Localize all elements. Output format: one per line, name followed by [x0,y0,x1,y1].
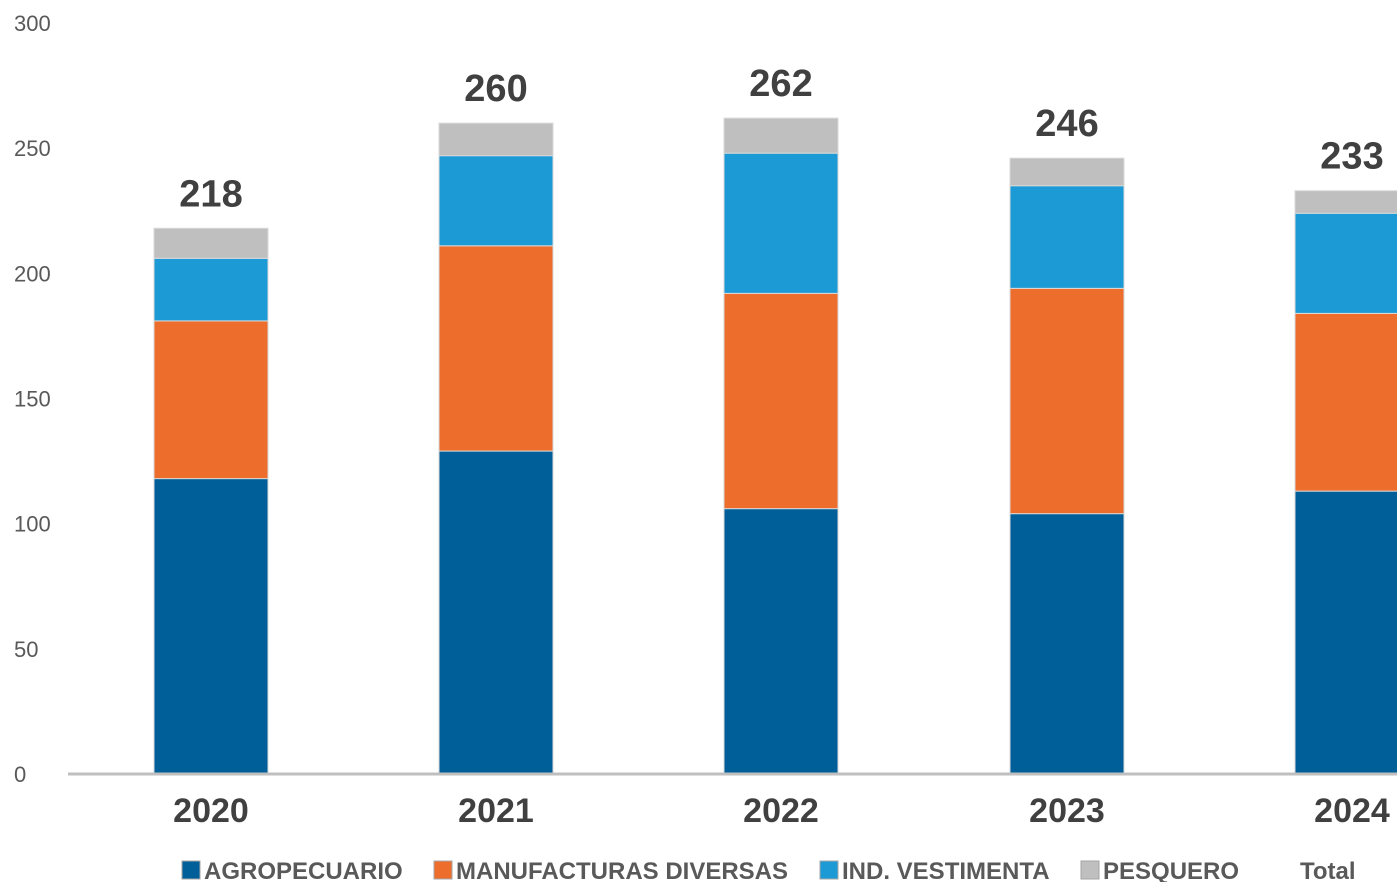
bar-2020-pesquero [153,227,269,259]
x-tick-label-2020: 2020 [173,792,249,830]
bar-2024-manufacturas-diversas [1294,312,1397,492]
bar-2022-pesquero [723,117,839,154]
bar-2021-pesquero [438,122,554,157]
x-tick-label-2023: 2023 [1029,792,1105,830]
y-tick-label-100: 100 [14,512,51,537]
bar-2023-agropecuario [1009,513,1125,775]
bar-2024-pesquero [1294,190,1397,214]
y-tick-label-150: 150 [14,387,51,412]
bar-2022-agropecuario [723,508,839,775]
x-tick-label-2021: 2021 [458,792,534,830]
y-tick-label-50: 50 [14,637,38,662]
bar-2021-manufacturas-diversas [438,245,554,452]
legend-label-pesquero: PESQUERO [1103,858,1239,882]
legend-label-manufacturas-diversas: MANUFACTURAS DIVERSAS [456,858,788,882]
total-label-2022: 262 [749,63,812,105]
bar-2022-ind-vestimenta [723,152,839,294]
legend: AGROPECUARIO MANUFACTURAS DIVERSAS IND. VE… [181,858,1356,882]
bar-2023-pesquero [1009,157,1125,187]
legend-label-total: Total [1300,858,1356,882]
legend-swatch-manufacturas-diversas [433,860,453,880]
bar-2021-agropecuario [438,450,554,775]
legend-label-ind-vestimenta: IND. VESTIMENTA [842,858,1050,882]
x-tick-label-2022: 2022 [743,792,819,830]
legend-swatch-ind-vestimenta [819,860,839,880]
bar-2021-ind-vestimenta [438,155,554,247]
bar-2022-manufacturas-diversas [723,292,839,510]
bar-2020-agropecuario [153,478,269,775]
bar-2023-manufacturas-diversas [1009,287,1125,515]
total-label-2023: 246 [1035,103,1098,145]
x-tick-label-2024: 2024 [1314,792,1390,830]
legend-label-agropecuario: AGROPECUARIO [204,858,403,882]
y-axis: 0 50 100 150 200 250 300 [14,11,51,787]
y-tick-label-300: 300 [14,11,51,36]
y-tick-label-250: 250 [14,136,51,161]
total-label-2020: 218 [179,173,242,215]
total-label-2021: 260 [464,68,527,110]
bars [153,117,1397,775]
legend-swatch-pesquero [1080,860,1100,880]
y-tick-label-0: 0 [14,762,26,787]
y-tick-label-200: 200 [14,261,51,286]
bar-2020-manufacturas-diversas [153,320,269,480]
legend-swatch-agropecuario [181,860,201,880]
bar-2020-ind-vestimenta [153,257,269,322]
bar-2024-ind-vestimenta [1294,212,1397,314]
x-axis: 2020 2021 2022 2023 2024 [173,792,1390,830]
total-labels: 218 260 262 246 233 [179,63,1383,215]
total-label-2024: 233 [1320,136,1383,178]
bar-2024-agropecuario [1294,490,1397,775]
bar-2023-ind-vestimenta [1009,185,1125,289]
